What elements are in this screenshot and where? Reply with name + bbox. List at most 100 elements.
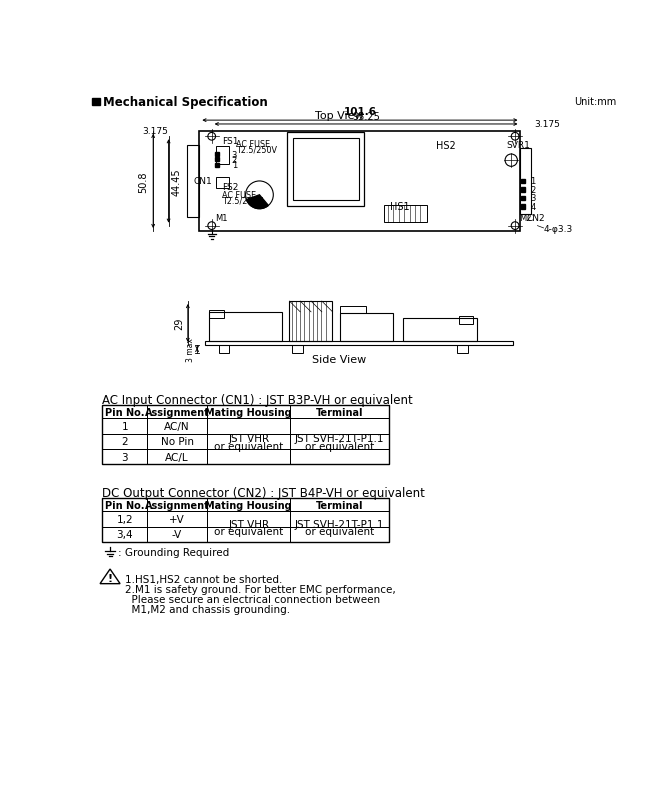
Text: T2.5/250V: T2.5/250V xyxy=(222,197,263,206)
Bar xyxy=(207,434,290,450)
Bar xyxy=(290,527,389,542)
Bar xyxy=(290,512,389,527)
Bar xyxy=(207,406,290,418)
Bar xyxy=(147,450,207,465)
Text: Unit:mm: Unit:mm xyxy=(574,97,616,107)
Text: Please secure an electrical connection between: Please secure an electrical connection b… xyxy=(125,595,381,605)
Text: AC FUSE: AC FUSE xyxy=(222,190,257,199)
Bar xyxy=(205,342,513,345)
Text: DC Output Connector (CN2) : JST B4P-VH or equivalent: DC Output Connector (CN2) : JST B4P-VH o… xyxy=(103,487,425,499)
Bar xyxy=(147,434,207,450)
Text: FS1: FS1 xyxy=(222,137,239,146)
Text: Assignment: Assignment xyxy=(145,407,210,417)
Text: 2: 2 xyxy=(232,156,237,165)
Text: or equivalent: or equivalent xyxy=(305,527,374,536)
Text: 101.6: 101.6 xyxy=(344,107,377,117)
Bar xyxy=(215,164,218,168)
Bar xyxy=(215,158,218,162)
Text: 29: 29 xyxy=(174,317,184,330)
Bar xyxy=(147,499,207,512)
Text: 1: 1 xyxy=(232,161,237,170)
Bar xyxy=(103,499,147,512)
Bar xyxy=(458,345,468,353)
Text: : Grounding Required: : Grounding Required xyxy=(118,548,229,557)
Text: Pin No.: Pin No. xyxy=(105,407,145,417)
Text: 3: 3 xyxy=(531,194,536,203)
Text: 1: 1 xyxy=(531,177,536,186)
Text: 2: 2 xyxy=(121,437,128,446)
Bar xyxy=(521,205,525,210)
Bar xyxy=(340,306,366,314)
Bar xyxy=(200,132,521,232)
Text: 95.25: 95.25 xyxy=(352,112,380,122)
Wedge shape xyxy=(247,196,269,210)
Bar xyxy=(521,149,531,214)
Text: No Pin: No Pin xyxy=(161,437,194,446)
Bar xyxy=(290,499,389,512)
Text: Mating Housing: Mating Housing xyxy=(205,500,292,510)
Bar xyxy=(290,406,389,418)
Text: 2.M1 is safety ground. For better EMC performance,: 2.M1 is safety ground. For better EMC pe… xyxy=(125,585,396,595)
Text: Top View: Top View xyxy=(315,111,364,120)
Text: 50.8: 50.8 xyxy=(139,171,149,193)
Bar xyxy=(187,145,200,218)
Text: Assignment: Assignment xyxy=(145,500,210,510)
Text: Mechanical Specification: Mechanical Specification xyxy=(103,96,268,108)
Bar xyxy=(521,197,525,201)
Bar xyxy=(291,345,303,353)
Bar xyxy=(103,406,147,418)
Bar xyxy=(207,499,290,512)
Bar xyxy=(340,314,393,342)
Text: 2: 2 xyxy=(531,185,536,194)
Text: 3 max: 3 max xyxy=(186,337,195,361)
Text: or equivalent: or equivalent xyxy=(305,442,374,451)
Bar xyxy=(208,311,224,319)
Text: AC Input Connector (CN1) : JST B3P-VH or equivalent: AC Input Connector (CN1) : JST B3P-VH or… xyxy=(103,393,413,406)
Text: !: ! xyxy=(107,573,113,583)
Bar xyxy=(103,434,147,450)
Text: Terminal: Terminal xyxy=(316,407,363,417)
Text: JST SVH-21T-P1.1: JST SVH-21T-P1.1 xyxy=(295,519,385,529)
Bar xyxy=(103,418,147,434)
Bar xyxy=(207,418,290,434)
Bar xyxy=(103,450,147,465)
Bar xyxy=(216,178,228,189)
Bar xyxy=(147,527,207,542)
Bar xyxy=(293,139,358,201)
Bar xyxy=(103,499,389,542)
Text: Terminal: Terminal xyxy=(316,500,363,510)
Text: SVR1: SVR1 xyxy=(507,141,531,150)
Text: FS2: FS2 xyxy=(222,182,239,192)
Text: M2: M2 xyxy=(519,214,531,222)
Text: 3,4: 3,4 xyxy=(117,530,133,540)
Text: 44.45: 44.45 xyxy=(172,168,182,195)
Text: AC/L: AC/L xyxy=(165,452,189,462)
Bar xyxy=(384,206,427,222)
Text: 3: 3 xyxy=(121,452,128,462)
Text: +V: +V xyxy=(170,515,185,524)
Text: JST SVH-21T-P1.1: JST SVH-21T-P1.1 xyxy=(295,434,385,443)
Text: 4-φ3.3: 4-φ3.3 xyxy=(543,225,573,234)
Text: 3.175: 3.175 xyxy=(535,120,560,129)
Bar xyxy=(207,450,290,465)
Bar xyxy=(289,302,332,342)
Bar xyxy=(92,99,100,105)
Text: 3: 3 xyxy=(232,150,237,159)
Text: 1,2: 1,2 xyxy=(117,515,133,524)
Bar xyxy=(290,434,389,450)
Text: JST VHR: JST VHR xyxy=(228,434,269,443)
Bar xyxy=(403,319,476,342)
Bar xyxy=(103,406,389,465)
Text: Mating Housing: Mating Housing xyxy=(205,407,292,417)
Text: Side View: Side View xyxy=(312,354,366,365)
Text: 4: 4 xyxy=(531,202,536,212)
Text: Pin No.: Pin No. xyxy=(105,500,145,510)
Text: 1.HS1,HS2 cannot be shorted.: 1.HS1,HS2 cannot be shorted. xyxy=(125,575,283,585)
Bar xyxy=(459,317,473,324)
Text: T2.5/250V: T2.5/250V xyxy=(237,145,277,155)
Bar xyxy=(207,527,290,542)
Bar xyxy=(521,188,525,193)
Bar xyxy=(290,418,389,434)
Bar xyxy=(147,418,207,434)
Text: AC/N: AC/N xyxy=(164,422,190,431)
